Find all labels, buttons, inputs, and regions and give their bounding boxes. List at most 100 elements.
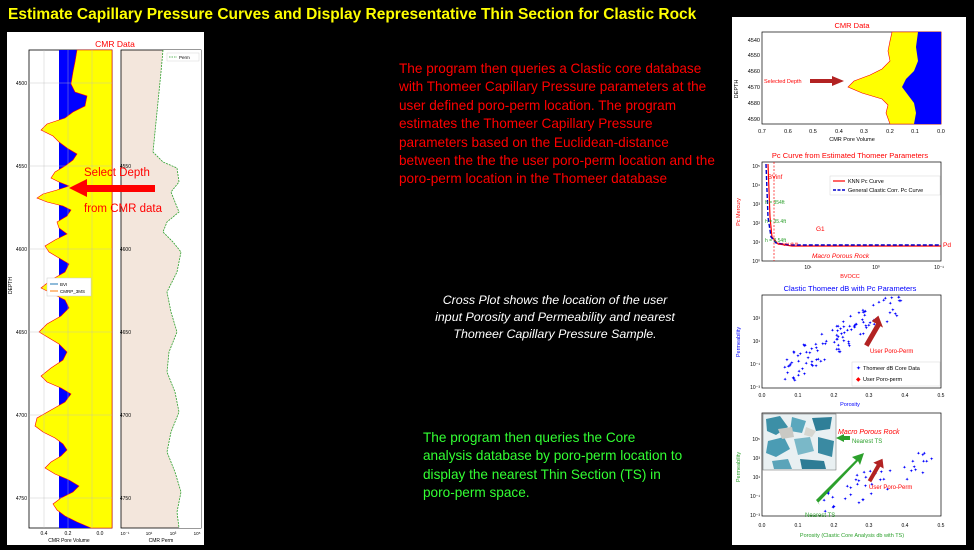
pc-ylabel: Pc Mercury (736, 198, 742, 226)
cmr-small-xticks: 0.7 0.6 0.5 0.4 0.3 0.2 0.1 0.0 (758, 129, 945, 135)
scatter-point: ✦ (835, 337, 839, 343)
depth-ticks: 4500 4550 4600 4650 4700 4750 (16, 81, 27, 502)
scatter-point: ✦ (842, 325, 846, 331)
ts-ytick: 10⁻³ (750, 513, 760, 519)
track1-xticks: 0.4 0.2 0.0 (41, 531, 104, 537)
scatter-point: ✦ (788, 364, 792, 370)
pc-legend-general: General Clastic Corr. Pc Curve (848, 188, 923, 194)
depth-tick: 4550 (16, 164, 27, 170)
ts-arrow-top (836, 434, 850, 442)
scatter-point: ✦ (810, 360, 814, 366)
pc-h-label: h = 354ft (765, 200, 785, 206)
scatter-point: ✦ (852, 324, 856, 330)
scatter-point: ✦ (836, 324, 840, 330)
pc-ytick: 10⁴ (752, 183, 760, 189)
track2-xticks: 10⁻¹ 10¹ 10³ 10⁵ (121, 531, 201, 536)
pc-legend-knn: KNN Pc Curve (848, 179, 884, 185)
depth-tick: 4600 (120, 247, 131, 253)
depth-tick: 4600 (16, 247, 27, 253)
legend-db-label: Thomeer dB Core Data (863, 366, 921, 372)
scatter-point: ✦ (811, 364, 815, 370)
scatter-point: ✦ (791, 375, 795, 381)
scatter-point: ✦ (872, 322, 876, 328)
scatter-point: ✦ (857, 501, 861, 507)
scatter-point: ✦ (843, 496, 847, 502)
pc-label-pd: Pd (943, 242, 951, 249)
ts-plot-points: ✦✦✦✦✦✦✦✦✦✦✦✦✦✦✦✦✦✦✦✦✦✦✦✦✦✦✦✦✦✦✦✦✦✦✦✦✦✦✦✦… (822, 451, 934, 515)
scatter-point: ✦ (796, 354, 800, 360)
scatter-point: ✦ (819, 359, 823, 365)
scatter-point: ✦ (867, 323, 871, 329)
scatter-point: ✦ (909, 469, 913, 475)
depth-tick: 4550 (120, 164, 131, 170)
right-charts: CMR Data 4540 4550 4560 4570 4580 4590 D… (734, 21, 951, 539)
cross-plot-title: Clastic Thomeer dB with Pc Parameters (784, 284, 917, 293)
scatter-point: ✦ (835, 347, 839, 353)
scatter-point: ✦ (861, 498, 865, 504)
scatter-point: ✦ (814, 364, 818, 370)
scatter-point: ✦ (790, 361, 794, 367)
scatter-point: ✦ (888, 469, 892, 475)
cmr-small-ytick: 4580 (748, 101, 760, 107)
scatter-point: ✦ (835, 337, 839, 343)
scatter-point: ✦ (804, 350, 808, 356)
scatter-point: ✦ (888, 301, 892, 307)
scatter-point: ✦ (882, 298, 886, 304)
scatter-point: ✦ (849, 493, 853, 499)
scatter-point: ✦ (823, 509, 827, 515)
cross-ytick: 10¹ (753, 339, 761, 345)
scatter-point: ✦ (877, 300, 881, 306)
scatter-point: ✦ (855, 473, 859, 479)
scatter-point: ✦ (916, 451, 920, 457)
pc-ytick: 10¹ (753, 240, 761, 246)
scatter-point: ✦ (785, 358, 789, 364)
ts-xtick: 0.3 (866, 523, 873, 529)
scatter-point: ✦ (802, 372, 806, 378)
cross-ylabel: Permeability (736, 327, 742, 358)
legend-db-marker: ✦ (856, 365, 861, 372)
ts-xlabel: Porosity (Clastic Core Analysis db with … (800, 533, 904, 539)
track2-depth-ticks: 4550 4600 4650 4700 4750 (120, 164, 131, 502)
scatter-point: ✦ (854, 322, 858, 328)
scatter-point: ✦ (885, 487, 889, 493)
pc-legend (829, 175, 941, 196)
depth-tick: 4500 (16, 81, 27, 87)
scatter-point: ✦ (810, 347, 814, 353)
cross-xlabel: Porosity (840, 402, 860, 408)
scatter-point: ✦ (797, 359, 801, 365)
selected-depth-label: Selected Depth (764, 79, 802, 85)
track1-grid (29, 50, 112, 528)
scatter-point: ✦ (869, 492, 873, 498)
scatter-point: ✦ (823, 342, 827, 348)
scatter-point: ✦ (814, 342, 818, 348)
pc-xtick: 10¹ (804, 265, 812, 271)
scatter-point: ✦ (814, 358, 818, 364)
pc-ytick: 10³ (753, 202, 761, 208)
thin-section-texture (766, 416, 834, 469)
cross-xtick: 0.2 (831, 393, 838, 399)
scatter-point: ✦ (826, 490, 830, 496)
scatter-point: ✦ (897, 295, 901, 301)
scatter-point: ✦ (868, 469, 872, 475)
scatter-point: ✦ (798, 351, 802, 357)
scatter-point: ✦ (793, 378, 797, 384)
scatter-point: ✦ (860, 318, 864, 324)
scatter-point: ✦ (810, 363, 814, 369)
cross-ytick: 10⁻¹ (750, 362, 760, 368)
perm-legend (166, 52, 200, 62)
cmr-small-xtick: 0.6 (784, 129, 792, 135)
scatter-point: ✦ (824, 339, 828, 345)
scatter-point: ✦ (861, 320, 865, 326)
scatter-point: ✦ (816, 357, 820, 363)
pc-xtick: 10⁻¹ (934, 265, 944, 271)
cross-plot-annotation: User Poro-Perm (870, 349, 913, 355)
cmr-log-panel: CMR Data 4500 4550 4600 4650 4700 4750 D… (7, 32, 204, 545)
cross-xticks: 0.0 0.1 0.2 0.3 0.4 0.5 (759, 393, 945, 399)
cmr-small-yticks: 4540 4550 4560 4570 4580 4590 (748, 38, 760, 123)
scatter-point: ✦ (802, 343, 806, 349)
scatter-point: ✦ (836, 343, 840, 349)
scatter-point: ✦ (893, 311, 897, 317)
scatter-point: ✦ (858, 332, 862, 338)
cross-ytick: 10³ (753, 316, 761, 322)
scatter-point: ✦ (841, 319, 845, 325)
